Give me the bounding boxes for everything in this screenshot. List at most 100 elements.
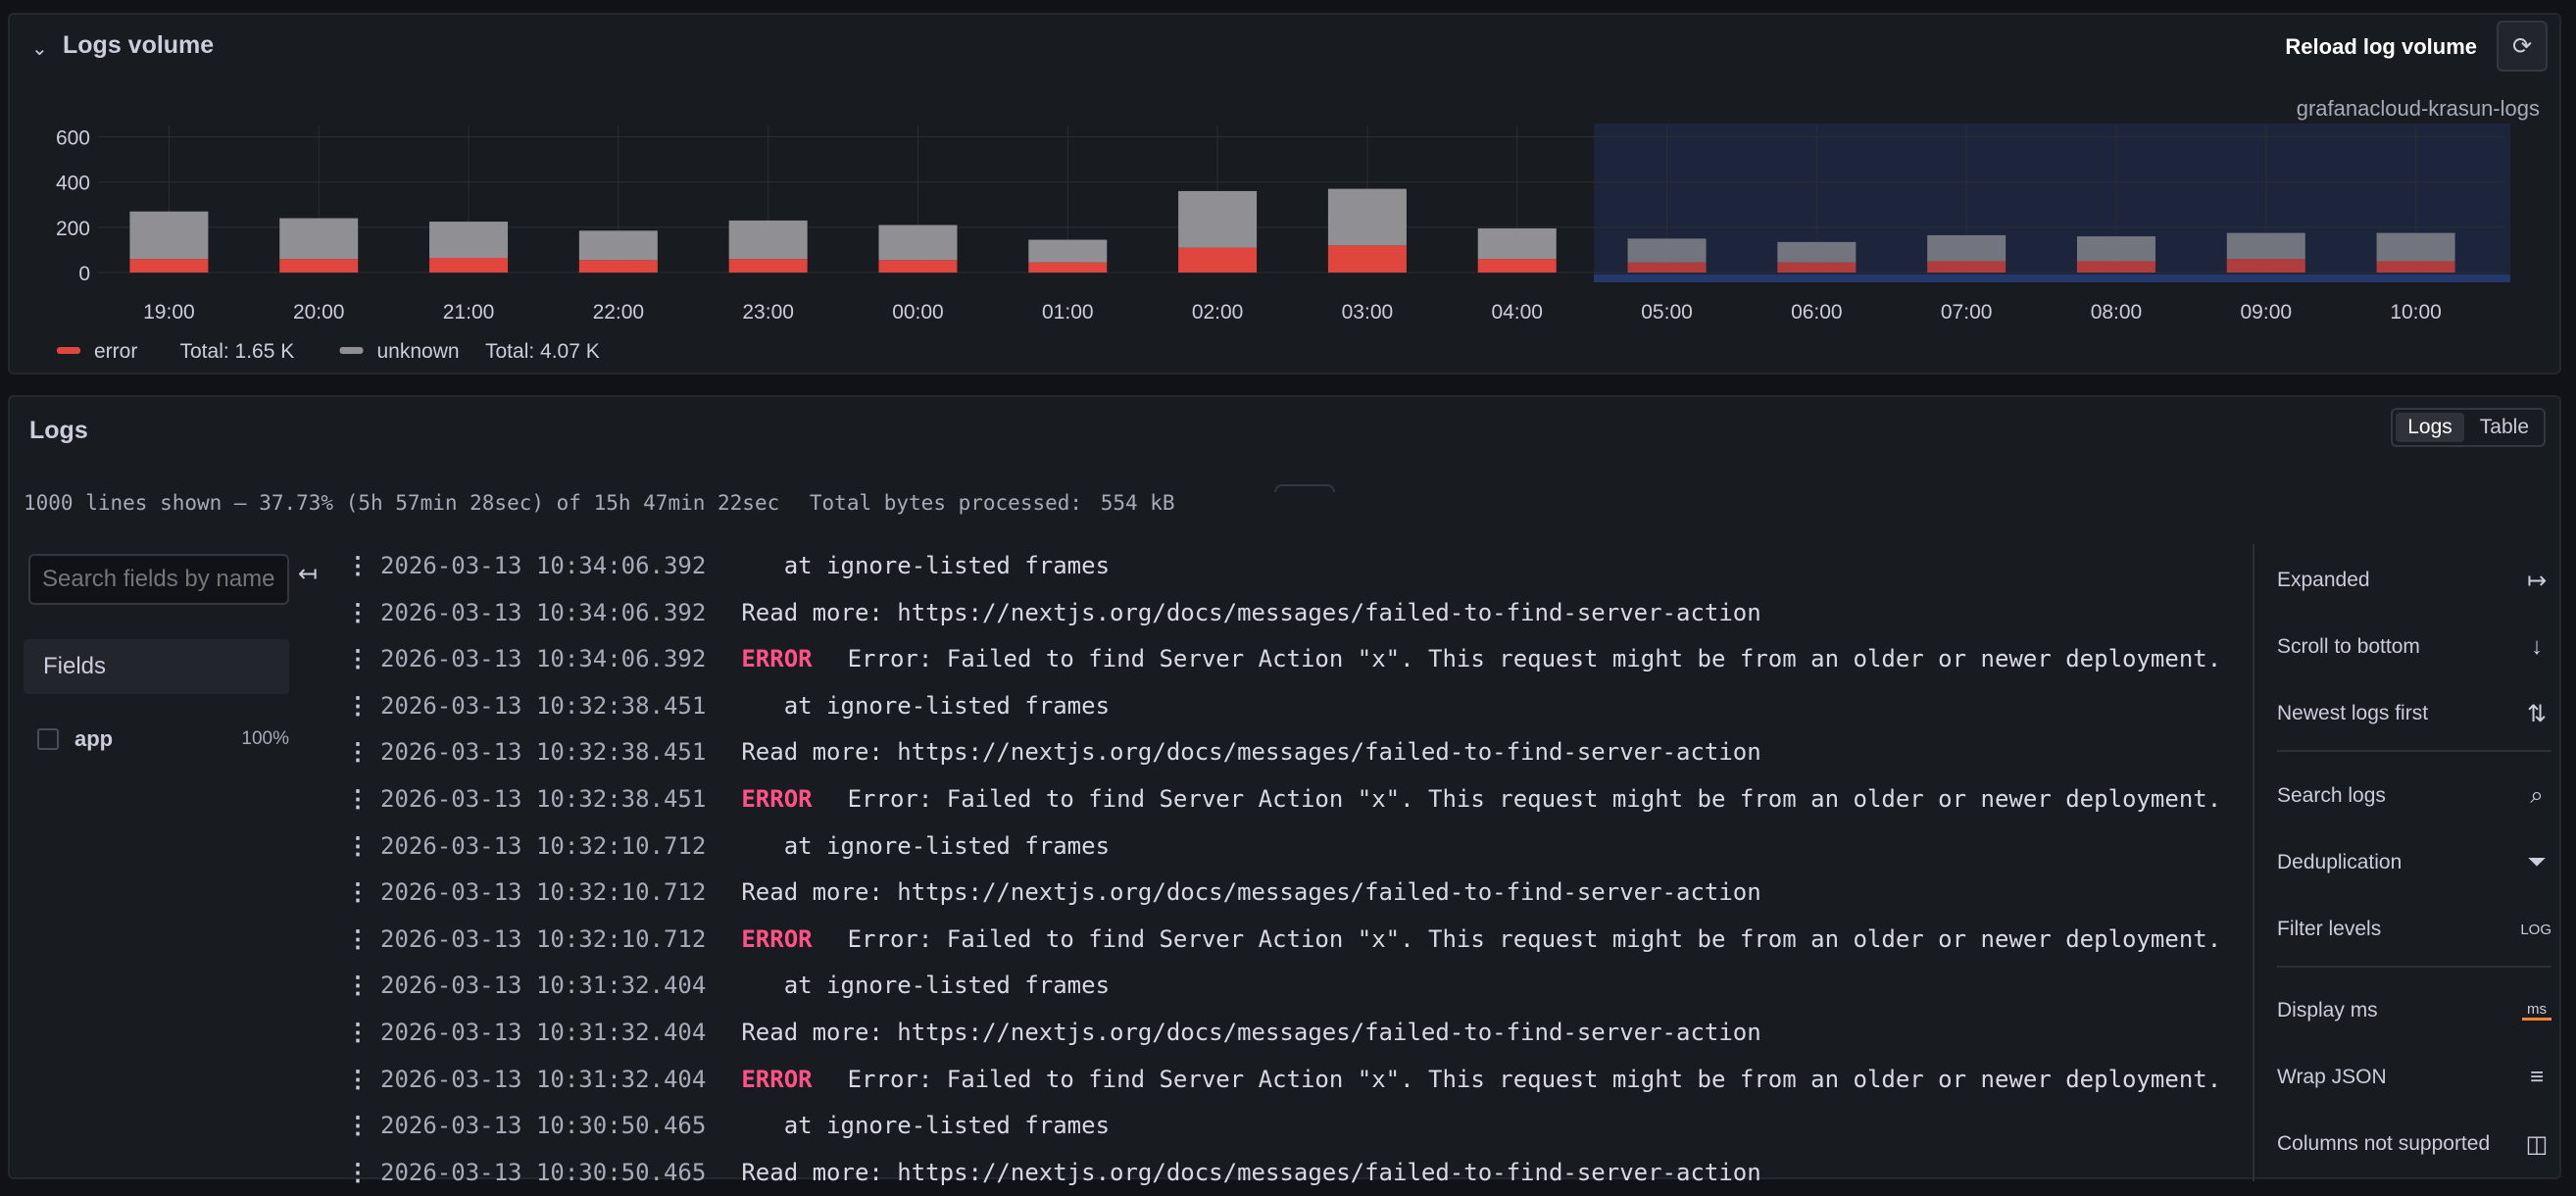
bar-error bbox=[2226, 259, 2305, 273]
option-label: Search logs bbox=[2277, 784, 2386, 807]
row-menu-icon[interactable]: ⋮ bbox=[346, 1065, 370, 1093]
row-menu-icon[interactable]: ⋮ bbox=[346, 552, 370, 579]
bar-unknown bbox=[1477, 228, 1557, 260]
log-row[interactable]: ⋮ 2026-03-13 10:32:10.712 Read more: https… bbox=[343, 869, 1761, 916]
log-row[interactable]: ⋮ 2026-03-13 10:34:06.392 ERROR Error: Fail… bbox=[343, 635, 2221, 682]
reload-log-volume-label[interactable]: Reload log volume bbox=[2285, 34, 2477, 59]
x-tick-label: 09:00 bbox=[2241, 301, 2293, 324]
log-row[interactable]: ⋮ 2026-03-13 10:32:10.712 at ignore-liste… bbox=[343, 822, 1110, 870]
x-tick-label: 23:00 bbox=[742, 301, 794, 324]
search-icon: ⌕ bbox=[2530, 782, 2544, 809]
option-label: Display ms bbox=[2277, 999, 2378, 1022]
x-tick-label: 21:00 bbox=[443, 301, 495, 324]
row-menu-icon[interactable]: ⋮ bbox=[346, 972, 370, 1000]
row-menu-icon[interactable]: ⋮ bbox=[346, 691, 370, 720]
x-tick-label: 03:00 bbox=[1342, 301, 1394, 324]
option-columns-not-supported[interactable]: Columns not supported ◫ bbox=[2277, 1121, 2551, 1168]
selected-range-bar bbox=[1594, 274, 2510, 282]
legend-total-unknown: Total: 4.07 K bbox=[485, 340, 600, 363]
option-wrap-json[interactable]: Wrap JSON ≡ bbox=[2277, 1054, 2551, 1101]
option-search-logs[interactable]: Search logs ⌕ bbox=[2277, 772, 2551, 820]
bytes-label: Total bytes processed: bbox=[809, 491, 1083, 515]
log-timestamp: 2026-03-13 10:31:32.404 bbox=[380, 1065, 707, 1093]
y-tick-label: 400 bbox=[56, 173, 90, 195]
log-row[interactable]: ⋮ 2026-03-13 10:31:32.404 ERROR Error: Fail… bbox=[343, 1056, 2221, 1103]
log-row[interactable]: ⋮ 2026-03-13 10:32:38.451 ERROR Error: Fail… bbox=[343, 775, 2221, 822]
field-item-app[interactable]: app 100% bbox=[29, 721, 289, 760]
reload-button[interactable]: ⟳ bbox=[2497, 21, 2548, 72]
log-row[interactable]: ⋮ 2026-03-13 10:32:10.712 ERROR Error: Fail… bbox=[343, 916, 2221, 963]
row-menu-icon[interactable]: ⋮ bbox=[346, 1112, 370, 1140]
option-label: Filter levels bbox=[2277, 918, 2382, 940]
option-label: Scroll to bottom bbox=[2277, 635, 2420, 658]
collapse-sidebar-icon[interactable]: ↤ bbox=[298, 561, 319, 587]
log-timestamp: 2026-03-13 10:34:06.392 bbox=[380, 645, 707, 673]
collapse-chevron-icon[interactable]: ⌄ bbox=[31, 38, 48, 60]
volume-chart[interactable]: 0 200 400 600 19:00 20:00 21:00 22:00 23:00 00:00… bbox=[10, 15, 2559, 373]
selected-range bbox=[1594, 124, 2510, 282]
row-menu-icon[interactable]: ⋮ bbox=[346, 1019, 370, 1046]
option-filter-levels[interactable]: Filter levels LOG bbox=[2277, 906, 2551, 953]
row-menu-icon[interactable]: ⋮ bbox=[346, 831, 370, 860]
bar-error bbox=[429, 258, 509, 273]
log-row[interactable]: ⋮ 2026-03-13 10:31:32.404 at ignore-liste… bbox=[343, 962, 1110, 1009]
x-tick-label: 01:00 bbox=[1042, 301, 1094, 324]
lines-shown-text: 1000 lines shown — 37.73% (5h 57min 28se… bbox=[24, 491, 780, 515]
log-message: Read more: https://nextjs.org/docs/messa… bbox=[741, 878, 1761, 907]
bar-error bbox=[1927, 261, 2006, 273]
tab-logs[interactable]: Logs bbox=[2396, 413, 2464, 442]
field-pct: 100% bbox=[241, 728, 289, 749]
row-menu-icon[interactable]: ⋮ bbox=[346, 924, 370, 953]
x-tick-label: 04:00 bbox=[1491, 301, 1543, 324]
bar-error bbox=[1777, 262, 1857, 273]
bar-unknown bbox=[2226, 232, 2305, 260]
legend-label-error: error bbox=[94, 340, 137, 363]
bar-unknown bbox=[429, 222, 509, 258]
scrollbar[interactable] bbox=[1274, 484, 1335, 492]
field-checkbox[interactable] bbox=[37, 728, 59, 750]
log-row[interactable]: ⋮ 2026-03-13 10:34:06.392 Read more: https… bbox=[343, 589, 1761, 636]
row-menu-icon[interactable]: ⋮ bbox=[346, 598, 370, 626]
x-tick-label: 10:00 bbox=[2390, 301, 2442, 324]
log-row[interactable]: ⋮ 2026-03-13 10:34:06.392 at ignore-liste… bbox=[343, 542, 1110, 589]
legend-label-unknown: unknown bbox=[377, 340, 460, 363]
field-search-box[interactable] bbox=[28, 554, 289, 605]
bar-unknown bbox=[578, 230, 658, 261]
log-message: at ignore-listed frames bbox=[741, 552, 1111, 579]
row-menu-icon[interactable]: ⋮ bbox=[346, 645, 370, 673]
log-row[interactable]: ⋮ 2026-03-13 10:32:38.451 at ignore-liste… bbox=[343, 682, 1110, 729]
option-deduplication[interactable]: Deduplication ⏷ bbox=[2277, 839, 2551, 886]
tab-table[interactable]: Table bbox=[2479, 416, 2529, 438]
log-timestamp: 2026-03-13 10:32:38.451 bbox=[380, 785, 707, 813]
option-display-ms[interactable]: Display ms ms bbox=[2277, 987, 2551, 1034]
log-row[interactable]: ⋮ 2026-03-13 10:32:38.451 Read more: https… bbox=[343, 728, 1761, 775]
bar-unknown bbox=[1327, 188, 1407, 246]
row-menu-icon[interactable]: ⋮ bbox=[346, 738, 370, 767]
option-scroll-to-bottom[interactable]: Scroll to bottom ↓ bbox=[2277, 623, 2551, 671]
logs-volume-panel: ⌄ Logs volume Reload log volume ⟳ grafan… bbox=[8, 13, 2561, 374]
row-menu-icon[interactable]: ⋮ bbox=[346, 785, 370, 813]
row-menu-icon[interactable]: ⋮ bbox=[346, 878, 370, 907]
log-file-icon: LOG bbox=[2520, 921, 2551, 938]
log-message: at ignore-listed frames bbox=[741, 831, 1111, 860]
log-message: at ignore-listed frames bbox=[741, 691, 1111, 720]
log-timestamp: 2026-03-13 10:32:10.712 bbox=[380, 878, 707, 907]
log-row[interactable]: ⋮ 2026-03-13 10:30:50.465 at ignore-liste… bbox=[343, 1102, 1110, 1149]
volume-title[interactable]: Logs volume bbox=[63, 31, 215, 59]
x-tick-label: 06:00 bbox=[1791, 301, 1843, 324]
bar-error bbox=[578, 260, 658, 273]
y-tick-label: 200 bbox=[56, 218, 90, 240]
bar-unknown bbox=[1927, 234, 2006, 262]
fields-header: Fields bbox=[24, 639, 289, 694]
search-fields-input[interactable] bbox=[30, 556, 287, 603]
log-message: at ignore-listed frames bbox=[741, 972, 1111, 1000]
log-message: Error: Failed to find Server Action "x".… bbox=[847, 785, 2222, 813]
log-row[interactable]: ⋮ 2026-03-13 10:31:32.404 Read more: https… bbox=[343, 1009, 1761, 1056]
option-newest-logs-first[interactable]: Newest logs first ⇅ bbox=[2277, 690, 2551, 737]
log-timestamp: 2026-03-13 10:32:10.712 bbox=[380, 831, 707, 860]
option-expanded[interactable]: Expanded ↦ bbox=[2277, 557, 2551, 604]
log-timestamp: 2026-03-13 10:32:10.712 bbox=[380, 924, 707, 953]
option-label: Expanded bbox=[2277, 569, 2370, 591]
bar-error bbox=[129, 259, 209, 273]
log-timestamp: 2026-03-13 10:31:32.404 bbox=[380, 1019, 707, 1046]
